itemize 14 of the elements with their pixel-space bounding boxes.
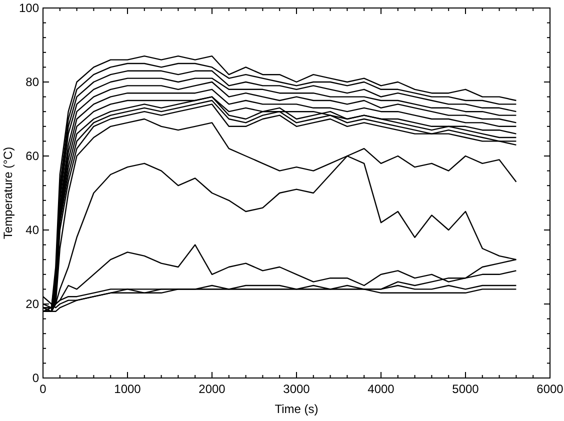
y-tick-label: 40: [26, 223, 40, 237]
x-tick-label: 1000: [114, 382, 142, 396]
y-tick-label: 0: [32, 371, 40, 385]
x-tick-label: 5000: [452, 382, 480, 396]
x-tick-label: 6000: [536, 382, 564, 396]
x-axis-title: Time (s): [274, 402, 318, 416]
y-tick-label: 20: [26, 297, 40, 311]
y-axis-title: Temperature (°C): [1, 146, 15, 240]
y-tick-label: 80: [26, 75, 40, 89]
x-tick-label: 2000: [198, 382, 226, 396]
x-tick-label: 4000: [368, 382, 395, 396]
x-tick-label: 3000: [283, 382, 310, 396]
y-tick-label: 100: [18, 1, 40, 15]
y-tick-label: 60: [26, 149, 40, 163]
